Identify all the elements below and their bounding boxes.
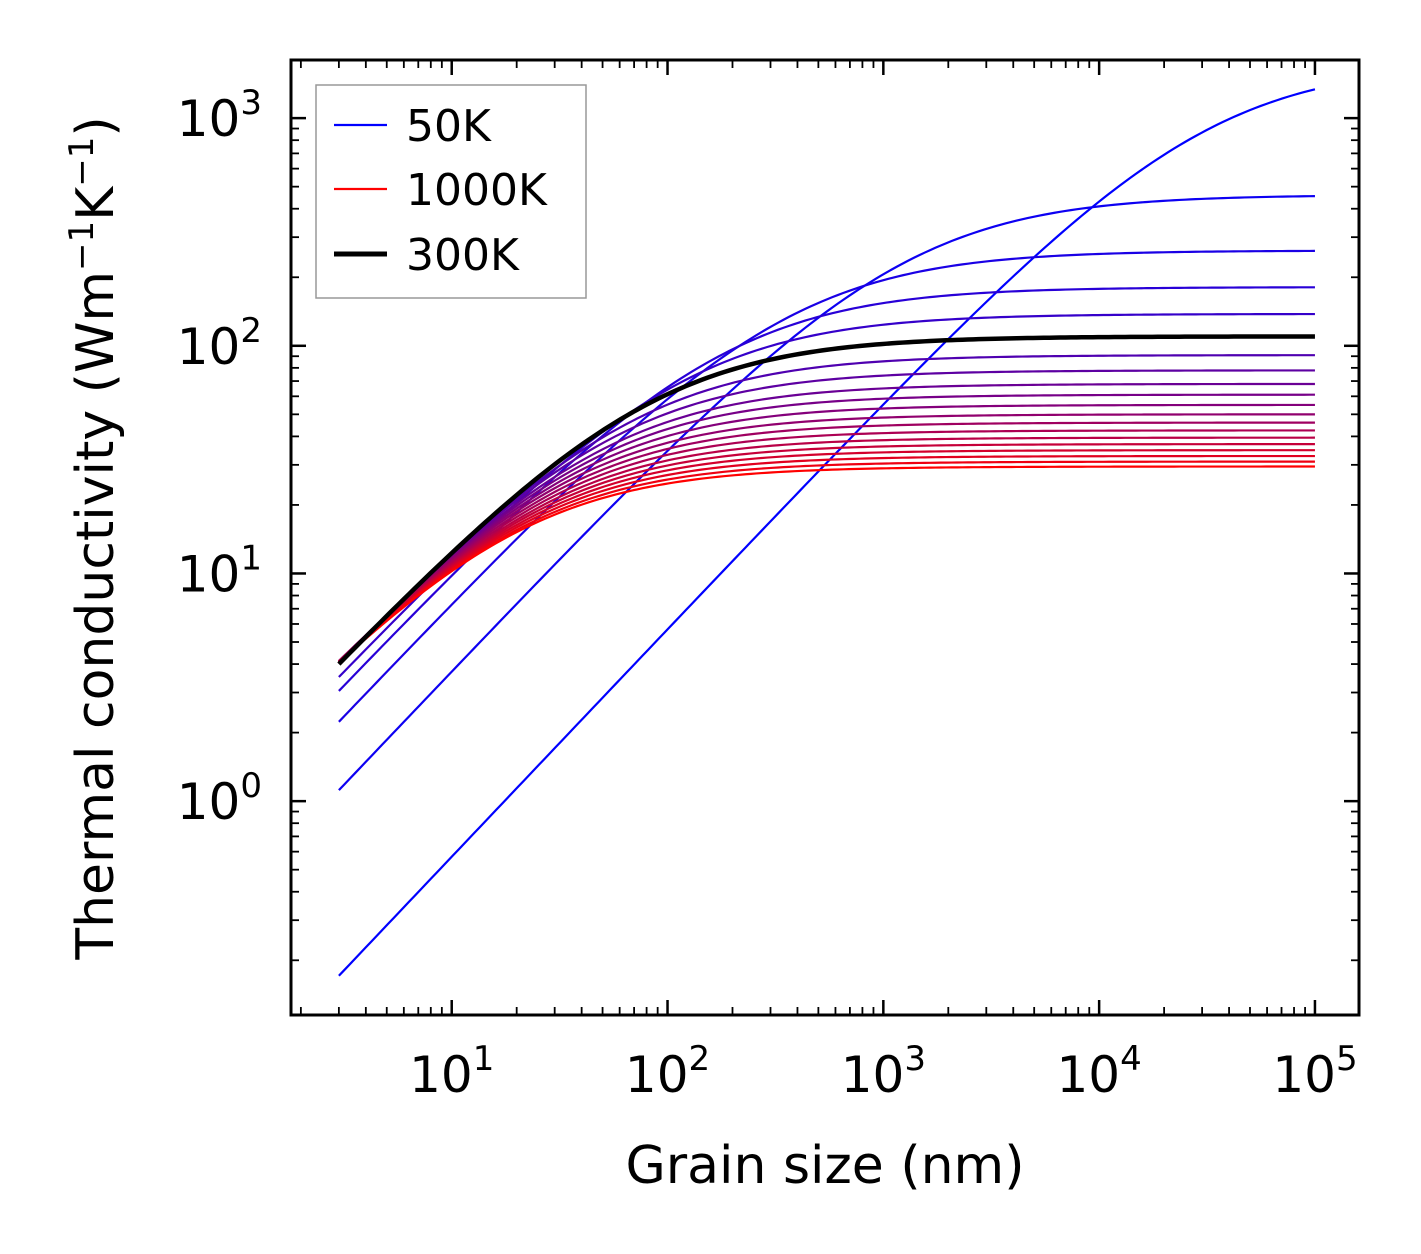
series-line-800k bbox=[338, 443, 1315, 663]
x-tick-label: 104 bbox=[1057, 1039, 1142, 1104]
legend-box bbox=[315, 84, 587, 299]
x-tick-labels: 101 102 103 104 105 bbox=[409, 1039, 1357, 1104]
series-lines bbox=[337, 88, 1316, 977]
y-axis-title-sup1: −1 bbox=[62, 221, 102, 271]
series-line-300k bbox=[337, 334, 1315, 666]
series-line-900k bbox=[338, 454, 1315, 664]
series-line-500k bbox=[338, 393, 1315, 663]
legend-label-300k: 300K bbox=[406, 230, 520, 281]
series-line-700k bbox=[338, 429, 1315, 663]
y-tick-labels: 100 101 102 103 bbox=[177, 83, 262, 831]
series-line-600k bbox=[338, 413, 1315, 662]
series-line-950k bbox=[338, 460, 1315, 664]
x-axis-title: Grain size (nm) bbox=[625, 1136, 1024, 1196]
x-tick-label: 101 bbox=[409, 1039, 494, 1104]
series-line-550k bbox=[338, 403, 1315, 663]
series-line-650k bbox=[338, 421, 1315, 663]
legend: 50K 1000K 300K bbox=[315, 84, 587, 299]
y-axis-title-sup2: −1 bbox=[62, 137, 102, 187]
series-line-850k bbox=[338, 449, 1315, 663]
series-line-750k bbox=[338, 436, 1315, 663]
x-tick-label: 102 bbox=[625, 1039, 710, 1104]
series-line-400k bbox=[338, 369, 1315, 664]
series-line-150k bbox=[338, 249, 1315, 723]
x-tick-label: 105 bbox=[1272, 1039, 1357, 1104]
legend-label-1000k: 1000K bbox=[406, 165, 548, 216]
y-tick-label: 102 bbox=[177, 311, 262, 376]
x-tick-label: 103 bbox=[841, 1039, 926, 1104]
series-line-100k bbox=[338, 195, 1315, 791]
series-line-50k bbox=[338, 88, 1316, 977]
series-line-450k bbox=[338, 382, 1315, 663]
y-axis-title: Thermal conductivity (Wm−1K−1) bbox=[62, 116, 126, 960]
legend-label-50k: 50K bbox=[406, 101, 492, 152]
y-axis-title-mid: K bbox=[66, 185, 126, 221]
series-line-250k bbox=[338, 312, 1315, 678]
y-axis-title-base: Thermal conductivity (Wm bbox=[66, 271, 126, 961]
y-tick-label: 100 bbox=[177, 766, 262, 831]
y-axis-title-end: ) bbox=[66, 116, 126, 136]
plot-frame bbox=[289, 58, 1361, 1017]
y-tick-label: 103 bbox=[177, 83, 262, 148]
y-tick-label: 101 bbox=[177, 538, 262, 603]
series-line-1000k bbox=[338, 465, 1315, 664]
